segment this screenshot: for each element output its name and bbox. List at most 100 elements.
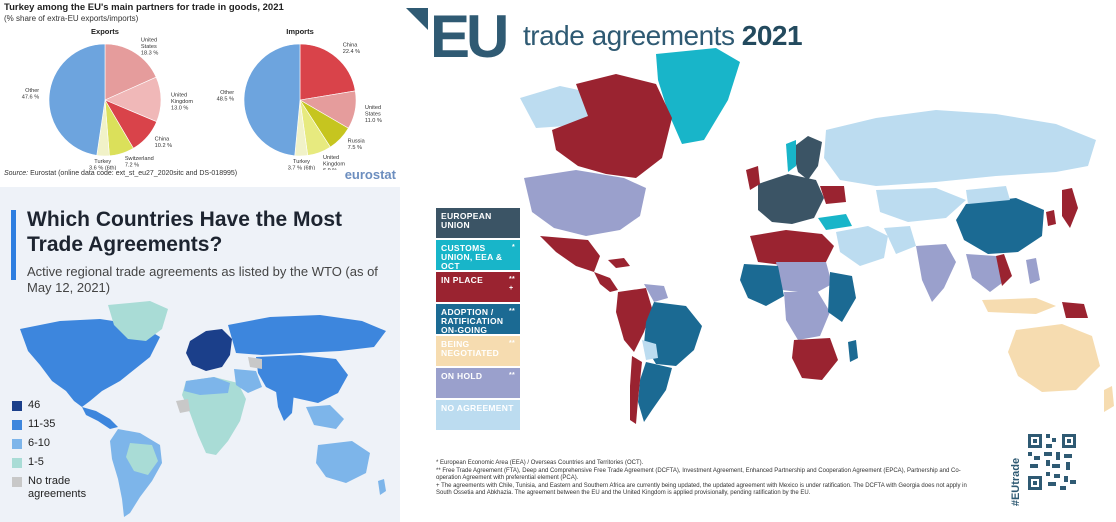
map-north-africa xyxy=(750,230,834,266)
map-japan xyxy=(1062,188,1078,228)
exports-slice-label: Other 47.6 % xyxy=(22,88,40,101)
legend-swatch xyxy=(12,458,22,468)
imports-slice-label: Russia 7.5 % xyxy=(348,139,366,152)
map-new-zealand xyxy=(378,479,386,495)
eurostat-source: Source: Eurostat (online data code: ext_… xyxy=(4,170,238,177)
imports-slice-china xyxy=(299,43,356,101)
wto-world-map xyxy=(20,301,386,517)
eu-legend-item: CUSTOMS UNION, EEA & OCT * xyxy=(436,240,520,271)
map-ukraine xyxy=(820,186,846,204)
map-iran xyxy=(884,226,916,254)
legend-swatch xyxy=(12,420,22,430)
map-india xyxy=(276,391,294,421)
wto-subheading: Active regional trade agreements as list… xyxy=(27,264,378,295)
map-greenland xyxy=(656,48,740,144)
map-greenland xyxy=(108,301,168,341)
map-gray-asia xyxy=(248,357,262,369)
pie-charts: Exports United States 18.3 % United Kingdom 13… xyxy=(22,27,382,170)
map-central-asia xyxy=(876,188,966,222)
eu-legend-item: EUROPEAN UNION xyxy=(436,208,520,238)
imports-slice-label: Other 48.5 % xyxy=(217,90,235,103)
eurostat-pie-panel: Turkey among the EU's main partners for … xyxy=(0,0,400,187)
map-central-america xyxy=(594,272,618,292)
exports-slice-label: United States 18.3 % xyxy=(141,38,158,57)
map-brazil xyxy=(126,443,158,475)
legend-swatch xyxy=(12,477,22,487)
exports-slice-united-states xyxy=(104,43,157,101)
map-caribbean xyxy=(608,258,630,268)
eu-trade-panel: EU trade agreements 2021 xyxy=(400,0,1116,522)
map-mexico xyxy=(540,236,600,272)
legend-swatch xyxy=(12,439,22,449)
eu-legend: EUROPEAN UNION CUSTOMS UNION, EEA & OCT *… xyxy=(436,208,520,432)
map-asia xyxy=(256,355,348,403)
map-brazil xyxy=(644,302,702,366)
map-norway-iceland xyxy=(786,140,796,172)
map-sahara xyxy=(776,262,832,294)
map-turkey xyxy=(818,214,852,230)
hashtag-label: #EUtrade xyxy=(1010,457,1022,507)
map-india xyxy=(916,244,956,302)
map-southern-africa xyxy=(792,338,838,380)
exports-pie-title: Exports xyxy=(91,27,119,36)
eurostat-title: Turkey among the EU's main partners for … xyxy=(4,2,284,13)
map-philippines xyxy=(1026,258,1040,284)
eu-legend-item: IN PLACE ** + xyxy=(436,272,520,302)
map-argentina xyxy=(638,362,672,422)
map-venezuela xyxy=(644,284,668,302)
eu-legend-item: ADOPTION / RATIFICATION ON-GOING ** xyxy=(436,304,520,335)
eu-legend-item: ON HOLD ** xyxy=(436,368,520,398)
map-indonesia xyxy=(982,298,1056,314)
map-north-america xyxy=(20,319,160,407)
imports-slice-label: China 22.4 % xyxy=(343,43,360,56)
imports-slice-label: UnitedKingdom6.9 % xyxy=(323,155,345,170)
wto-legend-item: 1-5 xyxy=(12,456,98,469)
exports-slice-label: United Kingdom 13.0 % xyxy=(171,92,193,111)
map-russia xyxy=(228,315,386,355)
map-central-africa xyxy=(784,292,830,340)
map-madagascar xyxy=(848,340,858,362)
map-chile xyxy=(630,356,642,424)
map-usa xyxy=(524,170,646,236)
eurostat-subtitle: (% share of extra-EU exports/imports) xyxy=(4,14,139,23)
eurostat-logo: eurostat xyxy=(344,167,396,182)
wto-legend-item: 11-35 xyxy=(12,418,98,431)
map-southeast-asia xyxy=(966,254,1006,292)
exports-slice-label: Turkey 3.6 % (6th) xyxy=(89,159,116,170)
wto-legend-item: No trade agreements xyxy=(12,475,98,501)
map-china xyxy=(956,198,1044,254)
imports-pie-title: Imports xyxy=(286,27,314,36)
wto-panel: Which Countries Have the Most Trade Agre… xyxy=(0,187,400,522)
map-eu-core xyxy=(758,174,824,224)
footnote: * European Economic Area (EEA) / Oversea… xyxy=(436,460,644,466)
map-korea xyxy=(1046,210,1056,226)
wto-legend-item: 6-10 xyxy=(12,437,98,450)
qr-code-icon xyxy=(1026,432,1078,492)
map-middle-east xyxy=(836,226,888,266)
wto-legend: 46 11-35 6-10 1-5 No trade agreements xyxy=(12,399,98,507)
wto-headline: Which Countries Have the Most Trade Agre… xyxy=(27,208,343,256)
map-russia xyxy=(824,110,1096,186)
eu-legend-item: BEING NEGOTIATED ** xyxy=(436,336,520,366)
map-west-africa xyxy=(740,264,784,306)
svg-text:EU: EU xyxy=(430,8,506,60)
exports-slice-other xyxy=(48,43,106,156)
map-papua xyxy=(1062,302,1088,318)
eu-footnotes: * European Economic Area (EEA) / Oversea… xyxy=(436,460,976,498)
map-sahel-gray xyxy=(176,399,190,413)
footnote: ** Free Trade Agreement (FTA), Deep and … xyxy=(436,467,961,482)
eu-world-map xyxy=(520,48,1114,424)
imports-slice-label: Turkey 3.7 % (6th) xyxy=(288,159,315,170)
imports-slice-other xyxy=(243,43,301,157)
map-middle-east xyxy=(234,369,262,393)
map-central-america xyxy=(82,407,118,429)
map-east-africa xyxy=(828,272,856,322)
map-colombia-peru xyxy=(616,288,652,352)
map-alaska xyxy=(520,86,592,128)
legend-swatch xyxy=(12,401,22,411)
map-uk xyxy=(746,166,760,190)
map-south-america xyxy=(110,429,162,517)
wto-legend-item: 46 xyxy=(12,399,98,412)
accent-bar xyxy=(11,210,16,280)
